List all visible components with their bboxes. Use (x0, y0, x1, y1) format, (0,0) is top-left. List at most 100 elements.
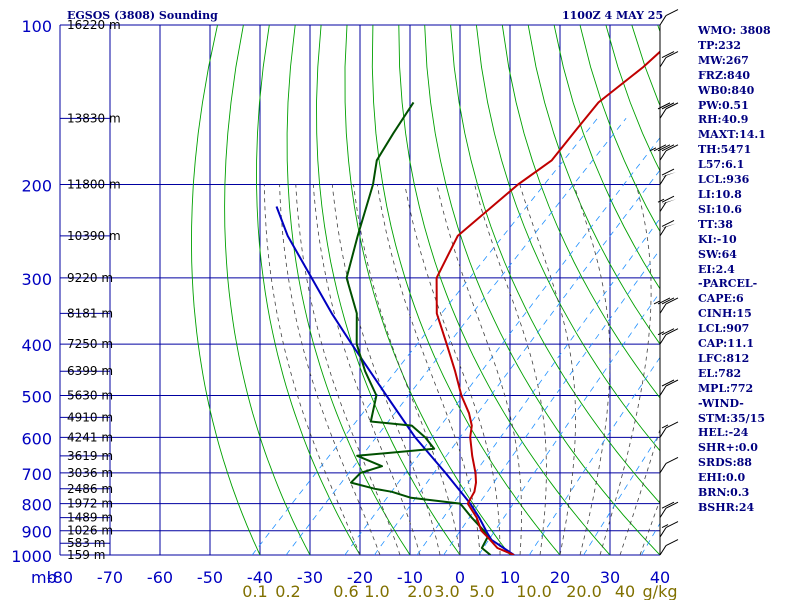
mixing-ratio-label: 0.6 (333, 582, 358, 600)
index-item: FRZ:840 (698, 68, 751, 82)
wind-barb (659, 421, 679, 438)
pressure-unit-label: mb (31, 568, 57, 587)
index-item: HEL:-24 (698, 426, 749, 440)
height-label: 1026 m (67, 524, 113, 538)
mixing-ratio-line (344, 137, 660, 555)
wind-barb (657, 328, 679, 345)
dry-adiabat (344, 25, 511, 555)
temp-tick-label: 20 (550, 568, 570, 587)
index-item: TT:38 (698, 217, 733, 231)
index-item: BSHR:24 (698, 501, 755, 514)
mixing-ratio-label: 40 (615, 582, 635, 600)
temp-tick-label: -60 (147, 568, 173, 587)
index-item: BRN:0.3 (698, 486, 750, 500)
moist-adiabat (312, 184, 421, 555)
wind-barb (657, 195, 676, 212)
temp-tick-label: 10 (500, 568, 520, 587)
height-label: 5630 m (67, 388, 113, 402)
index-item: RH:40.9 (698, 113, 749, 127)
parcel-trace (275, 206, 515, 555)
index-item: STM:35/15 (698, 411, 765, 425)
wind-barb (649, 144, 679, 161)
wind-barb (653, 297, 679, 314)
pressure-label: 400 (21, 336, 52, 355)
height-label: 8181 m (67, 306, 113, 320)
index-item: EL:782 (698, 366, 742, 380)
index-item: KI:-10 (698, 232, 737, 246)
index-item: -WIND- (698, 396, 744, 410)
index-item: TH:5471 (698, 143, 752, 157)
height-label: 1972 m (67, 497, 113, 511)
dry-adiabat (224, 25, 311, 555)
index-item: L57:6.1 (698, 158, 745, 172)
chart-datetime: 1100Z 4 MAY 25 (562, 9, 664, 22)
index-item: CINH:15 (698, 307, 752, 321)
temp-tick-label: 30 (600, 568, 620, 587)
pressure-label: 800 (21, 496, 52, 515)
index-item: MPL:772 (698, 381, 754, 395)
index-item: CAPE:6 (698, 292, 744, 306)
index-item: -PARCEL- (698, 277, 758, 291)
dewpoint-trace (345, 101, 492, 555)
index-item: LFC:812 (698, 351, 750, 365)
mixing-ratio-label: 1.0 (364, 582, 389, 600)
height-label: 6399 m (67, 364, 113, 378)
height-label: 9220 m (67, 271, 113, 285)
temp-tick-label: 0 (455, 568, 465, 587)
temp-tick-label: -70 (97, 568, 123, 587)
pressure-label: 300 (21, 270, 52, 289)
pressure-label: 1000 (11, 547, 52, 566)
pressure-label: 100 (21, 17, 52, 36)
mixing-ratio-line (251, 118, 598, 555)
wind-barb (659, 51, 679, 68)
height-label: 3619 m (67, 449, 113, 463)
moist-adiabat (279, 184, 381, 555)
moist-adiabat (263, 184, 361, 555)
temp-tick-label: -10 (397, 568, 423, 587)
dry-adiabat (787, 25, 800, 555)
height-label: 4241 m (67, 430, 113, 444)
index-item: SW:64 (698, 247, 737, 261)
mixing-ratio-label: 10.0 (516, 582, 552, 600)
height-label: 13830 m (67, 111, 121, 125)
temp-tick-label: -20 (347, 568, 373, 587)
wind-barb (659, 457, 679, 474)
wind-barb (659, 220, 676, 237)
dry-adiabat (371, 25, 561, 555)
index-item: EHI:0.0 (698, 471, 746, 485)
pressure-label: 700 (21, 465, 52, 484)
mixing-ratio-label: 5.0 (469, 582, 494, 600)
dry-adiabat (316, 25, 461, 555)
indices-panel: WMO: 3808 TP:232 MW:267 FRZ:840 WB0:840 PW:0.… (698, 24, 771, 516)
temp-tick-label: -50 (197, 568, 223, 587)
moist-adiabat (573, 184, 611, 555)
dry-adiabat (424, 25, 660, 555)
height-label: 4910 m (67, 410, 113, 424)
mixing-ratio-label: 0.2 (275, 582, 300, 600)
mixing-ratio-label: 20.0 (566, 582, 602, 600)
moist-adiabat (295, 184, 401, 555)
wind-barb (659, 379, 679, 396)
moist-adiabat (404, 184, 501, 555)
mixing-ratio-line (374, 169, 660, 555)
index-item: PW:0.51 (698, 98, 749, 112)
dry-adiabat (256, 25, 361, 555)
dry-adiabat (475, 25, 660, 452)
mixing-ratio-line (416, 217, 660, 555)
wind-barb (659, 501, 679, 518)
moist-adiabat (353, 184, 461, 555)
mixing-ratio-label: 0.1 (242, 582, 267, 600)
temp-tick-label: -30 (297, 568, 323, 587)
index-item: LI:10.8 (698, 187, 742, 201)
mixing-ratio-label: 2.0 (407, 582, 432, 600)
height-label: 16220 m (67, 18, 121, 32)
mixing-ratio-line (478, 291, 660, 555)
dry-adiabat (501, 25, 660, 399)
index-item: LCL:907 (698, 322, 750, 336)
dry-adiabat (286, 25, 411, 555)
temp-tick-label: -40 (247, 568, 273, 587)
wind-barb (657, 102, 679, 119)
index-item: SRDS:88 (698, 456, 752, 470)
height-label: 11800 m (67, 178, 121, 192)
